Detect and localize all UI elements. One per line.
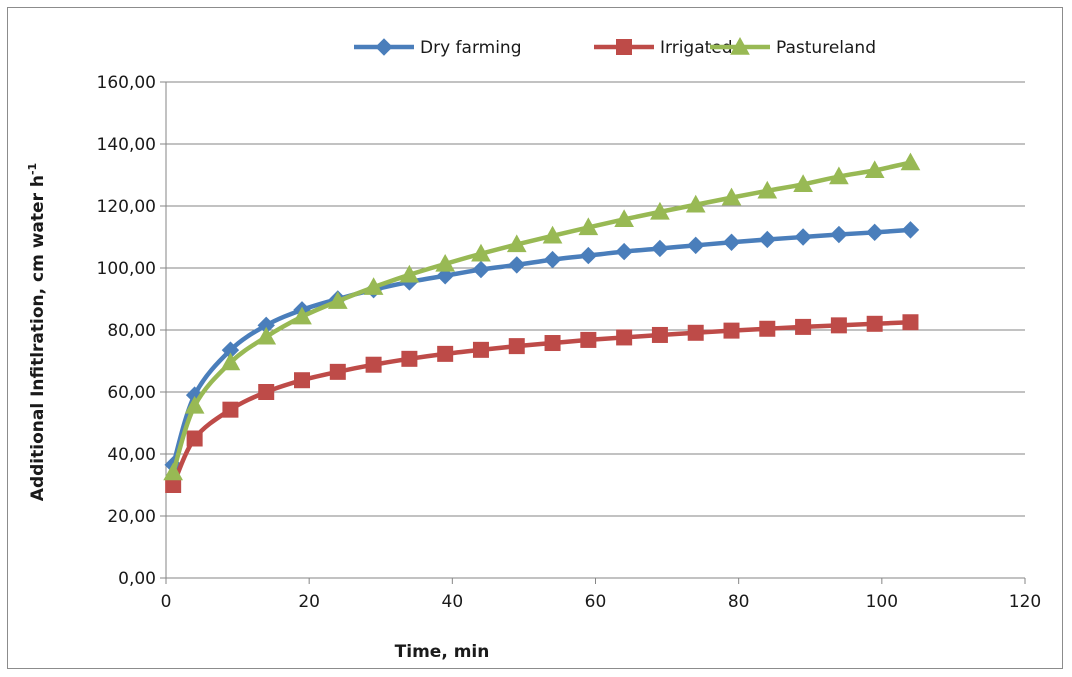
chart-area: 0,00 20,00 40,00 60,00 80,00 100,00 120,00 140,… [7, 7, 1063, 669]
data-point-pastureland [363, 277, 384, 295]
legend: Dry farming Irrigated Pastureland [354, 36, 876, 58]
y-tick-label: 100,00 [97, 259, 156, 279]
data-point-irrigated [866, 315, 883, 332]
legend-marker-irrigated [616, 39, 632, 55]
series-pastureland [163, 152, 921, 481]
legend-label-pastureland: Pastureland [776, 38, 876, 58]
data-point-irrigated [580, 331, 597, 348]
x-axis-title: Time, min [395, 642, 490, 662]
data-point-pastureland [900, 152, 921, 171]
series-line-pastureland [171, 160, 911, 474]
data-point-dry-farming [436, 267, 454, 285]
data-point-dry-farming [758, 230, 777, 249]
data-point-pastureland [864, 160, 885, 179]
legend-marker-dry-farming [375, 38, 393, 56]
data-point-irrigated [544, 335, 561, 352]
data-point-pastureland [327, 291, 348, 309]
gridlines [166, 81, 1025, 517]
data-point-irrigated [258, 384, 275, 400]
data-point-dry-farming [615, 242, 633, 261]
data-point-pastureland [506, 234, 527, 253]
y-axis-title-main: Additional Infitlration, cm water h [28, 175, 48, 501]
data-point-pastureland [685, 194, 706, 213]
data-point-irrigated [651, 326, 668, 343]
x-tick-label: 100 [866, 592, 898, 612]
data-point-irrigated [365, 356, 382, 373]
data-point-irrigated [401, 350, 418, 367]
data-point-dry-farming [472, 260, 490, 279]
data-point-irrigated [186, 430, 203, 447]
y-tick-label: 160,00 [97, 73, 156, 93]
data-point-irrigated [294, 372, 311, 389]
data-point-pastureland [184, 395, 205, 414]
legend-item-dry-farming: Dry farming [354, 38, 522, 58]
data-point-dry-farming [865, 223, 884, 242]
y-axis-title: Additional Infitlration, cm water h-1 [26, 163, 48, 501]
data-point-dry-farming [722, 233, 741, 251]
y-tick-label: 80,00 [107, 321, 156, 341]
x-tick-label: 40 [442, 592, 464, 612]
data-point-pastureland [220, 352, 241, 371]
data-point-pastureland [578, 217, 599, 236]
data-point-pastureland [650, 201, 670, 220]
data-point-pastureland [829, 166, 849, 185]
data-point-pastureland [399, 264, 420, 283]
legend-item-irrigated: Irrigated [594, 38, 733, 58]
data-point-dry-farming [651, 239, 669, 258]
y-tick-label: 60,00 [107, 383, 156, 403]
legend-marker-pastureland [730, 36, 750, 55]
data-point-dry-farming [579, 246, 598, 265]
y-tick-label: 20,00 [107, 507, 156, 527]
data-point-pastureland [163, 462, 184, 481]
data-point-pastureland [435, 253, 456, 272]
series-dry-farming [164, 221, 920, 474]
data-point-irrigated [795, 318, 812, 335]
data-point-irrigated [472, 341, 489, 358]
data-point-irrigated [723, 322, 740, 339]
data-point-pastureland [793, 174, 813, 192]
data-point-irrigated [830, 317, 847, 334]
data-point-pastureland [757, 180, 778, 199]
series-lines [163, 152, 921, 493]
data-point-pastureland [542, 225, 563, 244]
data-point-dry-farming [794, 228, 812, 246]
data-point-irrigated [616, 329, 633, 346]
series-line-dry-farming [171, 227, 911, 466]
legend-item-pastureland: Pastureland [710, 36, 876, 58]
data-point-pastureland [721, 187, 742, 206]
x-tick-label: 0 [161, 592, 172, 612]
data-point-dry-farming [901, 221, 920, 239]
series-irrigated [165, 314, 919, 493]
data-point-dry-farming [508, 256, 526, 274]
data-point-dry-farming [830, 225, 848, 244]
y-axis-title-superscript: -1 [26, 163, 39, 175]
data-point-pastureland [256, 326, 277, 345]
data-point-irrigated [222, 401, 239, 418]
data-point-irrigated [329, 363, 346, 380]
x-tick-label: 80 [728, 592, 750, 612]
data-point-dry-farming [543, 250, 562, 269]
data-point-pastureland [614, 209, 634, 228]
data-point-irrigated [687, 324, 704, 341]
x-tick-label: 120 [1009, 592, 1041, 612]
y-tick-label: 120,00 [97, 197, 156, 217]
data-point-irrigated [759, 320, 776, 337]
x-tick-label: 60 [585, 592, 607, 612]
y-tick-label: 140,00 [97, 135, 156, 155]
axes: 0,00 20,00 40,00 60,00 80,00 100,00 120,00 140,… [97, 73, 1042, 612]
data-point-pastureland [471, 243, 491, 262]
data-point-dry-farming [687, 236, 705, 255]
legend-label-dry-farming: Dry farming [420, 38, 522, 58]
series-line-irrigated [171, 320, 911, 486]
line-chart: 0,00 20,00 40,00 60,00 80,00 100,00 120,00 140,… [26, 36, 1042, 662]
data-point-irrigated [902, 314, 919, 331]
y-tick-label: 40,00 [107, 445, 156, 465]
data-point-irrigated [508, 338, 525, 355]
y-tick-label: 0,00 [118, 569, 156, 589]
data-point-pastureland [292, 306, 312, 325]
legend-label-irrigated: Irrigated [660, 38, 733, 58]
data-point-irrigated [437, 345, 454, 362]
x-tick-label: 20 [298, 592, 320, 612]
